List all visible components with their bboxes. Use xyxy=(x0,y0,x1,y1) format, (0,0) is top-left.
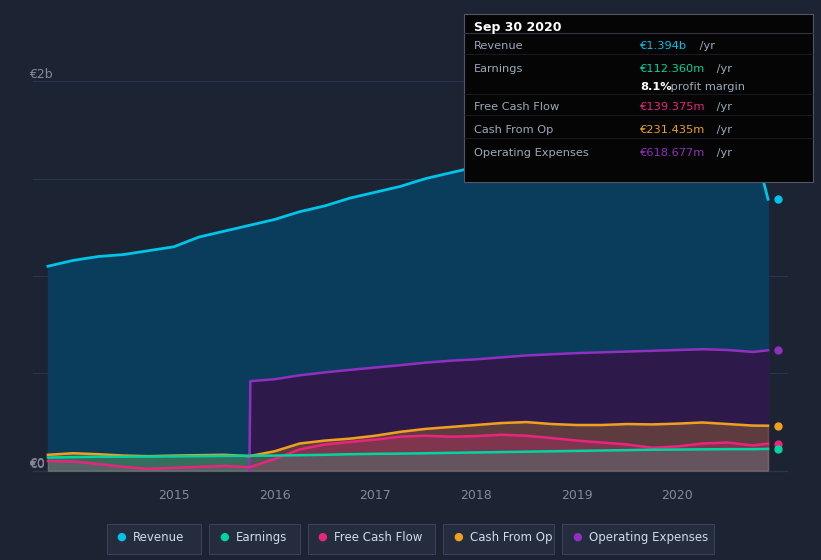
Text: Earnings: Earnings xyxy=(474,64,523,74)
Text: Sep 30 2020: Sep 30 2020 xyxy=(474,21,562,34)
Text: /yr: /yr xyxy=(713,125,732,135)
Text: €231.435m: €231.435m xyxy=(640,125,705,135)
Text: Free Cash Flow: Free Cash Flow xyxy=(474,102,559,112)
Text: €139.375m: €139.375m xyxy=(640,102,706,112)
Text: €0: €0 xyxy=(29,458,45,471)
Text: €112.360m: €112.360m xyxy=(640,64,705,74)
Text: ●: ● xyxy=(453,532,463,542)
Text: €2b: €2b xyxy=(29,68,53,81)
Text: Cash From Op: Cash From Op xyxy=(474,125,553,135)
Text: ●: ● xyxy=(219,532,229,542)
Text: Earnings: Earnings xyxy=(236,531,287,544)
Text: Free Cash Flow: Free Cash Flow xyxy=(334,531,423,544)
Text: 8.1%: 8.1% xyxy=(640,82,672,92)
Text: Operating Expenses: Operating Expenses xyxy=(474,148,589,158)
Text: €0: €0 xyxy=(29,458,45,470)
Text: /yr: /yr xyxy=(713,102,732,112)
Text: ●: ● xyxy=(572,532,582,542)
Text: /yr: /yr xyxy=(696,41,715,52)
Text: €1.394b: €1.394b xyxy=(640,41,687,52)
Text: profit margin: profit margin xyxy=(667,82,745,92)
Text: €618.677m: €618.677m xyxy=(640,148,705,158)
Text: Revenue: Revenue xyxy=(474,41,523,52)
Text: Cash From Op: Cash From Op xyxy=(470,531,552,544)
Text: Operating Expenses: Operating Expenses xyxy=(589,531,708,544)
Text: /yr: /yr xyxy=(713,148,732,158)
Text: ●: ● xyxy=(318,532,328,542)
Text: /yr: /yr xyxy=(713,64,732,74)
Text: Revenue: Revenue xyxy=(133,531,185,544)
Text: ●: ● xyxy=(117,532,126,542)
